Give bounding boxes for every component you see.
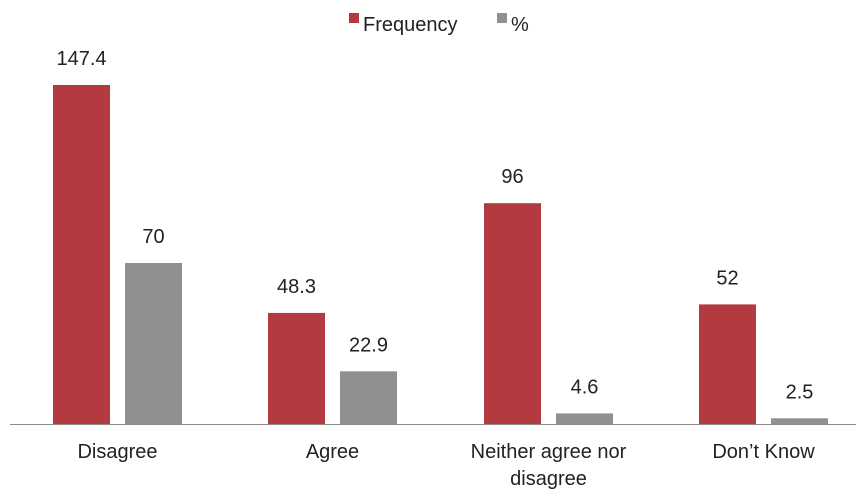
data-label-percent-3: 2.5 [786,381,814,403]
legend-label-frequency: Frequency [363,14,458,36]
bar-percent-2 [556,413,613,424]
data-label-percent-2: 4.6 [571,376,599,398]
data-label-frequency-0: 147.4 [56,48,106,70]
bar-frequency-1 [268,312,325,424]
bar-frequency-0 [53,84,110,424]
legend-swatch-frequency [349,13,359,23]
bar-percent-3 [771,418,828,424]
bar-percent-1 [340,371,397,424]
bar-frequency-2 [484,203,541,424]
data-label-percent-0: 70 [142,226,164,248]
data-label-frequency-2: 96 [501,166,523,188]
category-label-3: Don’t Know [712,441,815,463]
legend-label-percent: % [511,14,529,36]
data-label-percent-1: 22.9 [349,334,388,356]
legend-swatch-percent [497,13,507,23]
category-label-2-line-0: Neither agree nor [471,441,627,463]
bar-percent-0 [125,263,182,424]
category-label-2-line-1: disagree [510,468,587,490]
category-label-1: Agree [306,441,359,463]
data-label-frequency-3: 52 [716,267,738,289]
category-label-0: Disagree [77,441,157,463]
bar-frequency-3 [699,304,756,424]
data-label-frequency-1: 48.3 [277,276,316,298]
